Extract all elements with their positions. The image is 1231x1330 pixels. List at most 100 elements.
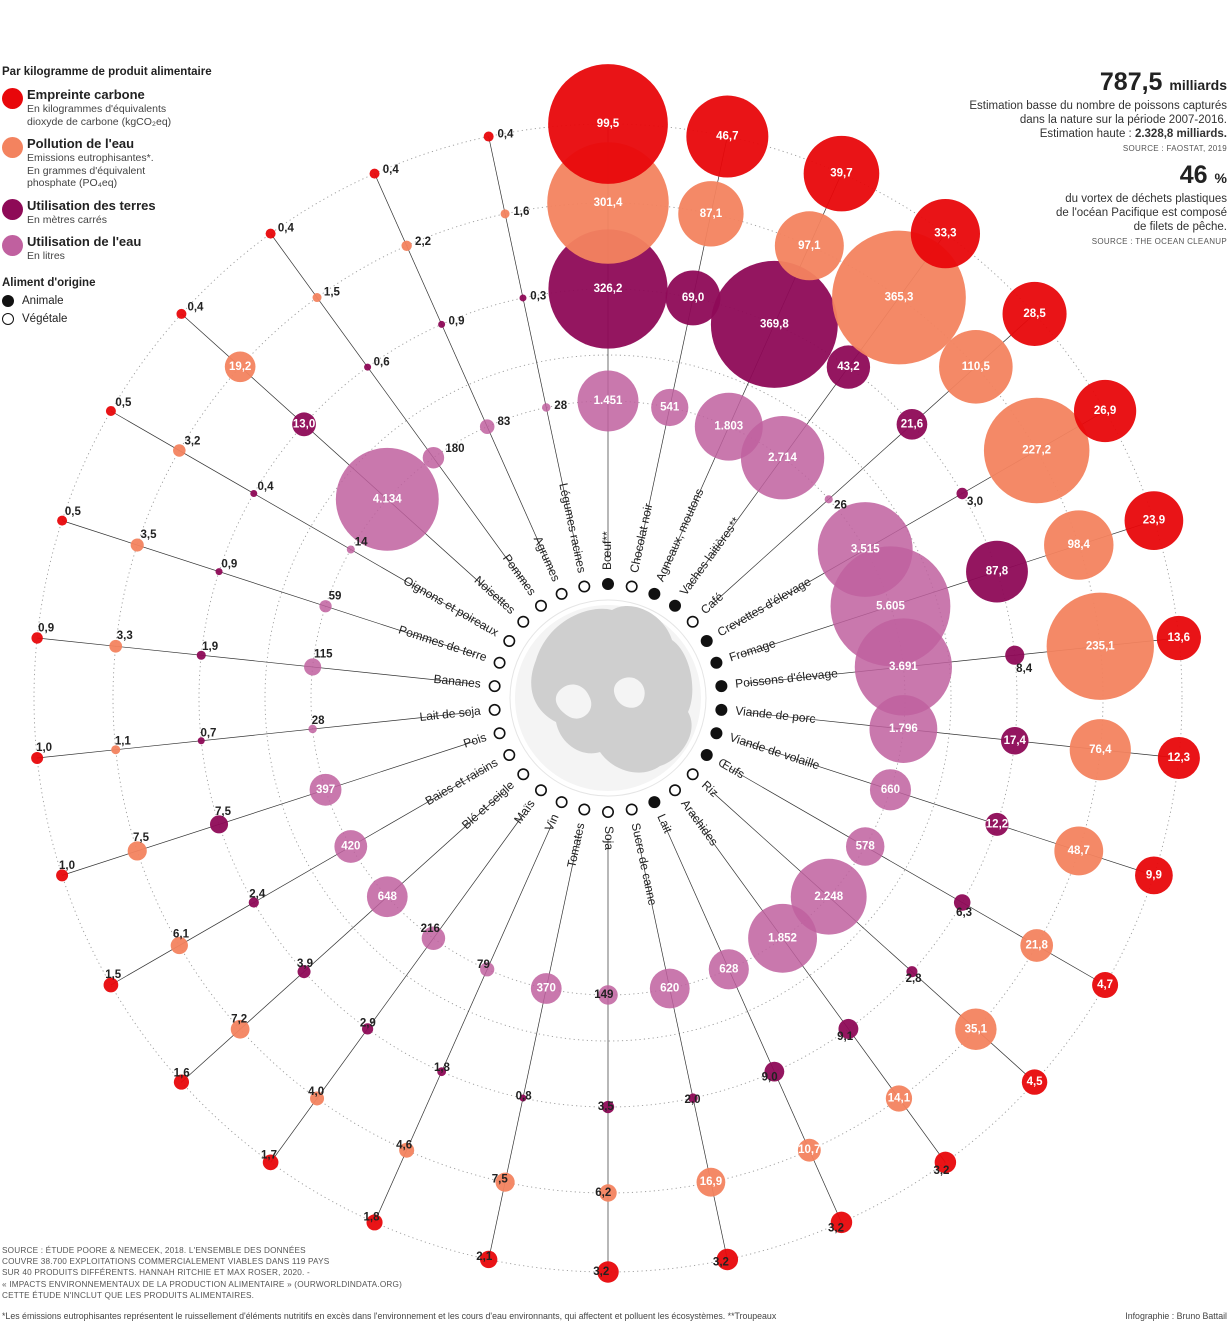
water-pollution-value-label: 4,0 — [308, 1086, 324, 1098]
legend-item-water-use: Utilisation de l'eau En litres — [2, 234, 232, 263]
water-pollution-bubble — [599, 1184, 617, 1202]
animal-origin-marker — [700, 635, 713, 647]
carbon-value-label: 1,5 — [105, 969, 122, 981]
land-value-label: 0,8 — [516, 1091, 533, 1103]
land-swatch — [2, 198, 23, 220]
carbon-bubble — [830, 1211, 853, 1234]
source-line3: SUR 40 PRODUITS DIFFÉRENTS. HANNAH RITCH… — [2, 1268, 310, 1278]
water-pollution-bubble — [312, 293, 322, 303]
land-bubble — [548, 229, 668, 349]
carbon-bubble — [31, 632, 43, 644]
water-use-bubble — [421, 926, 446, 951]
land-value-label: 3,0 — [967, 496, 983, 508]
vegetal-origin-marker — [503, 748, 516, 761]
land-bubble — [209, 815, 229, 834]
land-value-label: 369,8 — [760, 318, 789, 330]
water-use-bubble — [869, 695, 938, 763]
water-use-bubble — [854, 618, 952, 716]
carbon-value-label: 1,8 — [364, 1212, 381, 1224]
land-value-label: 3,5 — [598, 1101, 615, 1113]
water-pollution-value-label: 7,2 — [231, 1013, 247, 1025]
product-label: Arachides — [678, 797, 721, 848]
carbon-value-label: 1,0 — [59, 860, 75, 872]
water-pollution-value-label: 35,1 — [965, 1023, 988, 1035]
water-use-value-label: 216 — [421, 923, 440, 935]
carbon-value-label: 23,9 — [1143, 515, 1165, 527]
carbon-value-label: 4,7 — [1097, 979, 1113, 991]
carbon-value-label: 9,9 — [1146, 869, 1162, 881]
land-value-label: 2,0 — [685, 1094, 701, 1106]
carbon-value-label: 0,4 — [187, 301, 204, 313]
product-spoke — [374, 173, 552, 571]
origin-vegetal: Végétale — [2, 312, 232, 325]
water-use-bubble — [740, 416, 825, 500]
fish-count-source: SOURCE : FAOSTAT, 2019 — [1122, 144, 1227, 153]
land-bubble — [966, 540, 1028, 603]
water-use-bubble — [708, 949, 749, 990]
water-use-bubble — [304, 658, 322, 676]
legend-carbon-title: Empreinte carbone — [27, 87, 145, 102]
water-use-value-label: 26 — [834, 499, 847, 511]
carbon-bubble — [176, 308, 187, 319]
carbon-bubble — [686, 95, 769, 178]
land-bubble — [438, 320, 446, 328]
carbon-value-label: 0,5 — [115, 397, 132, 409]
water-use-bubble — [530, 973, 562, 1004]
water-use-value-label: 28 — [554, 400, 567, 412]
source-line2: COUVRE 38.700 EXPLOITATIONS COMMERCIALEM… — [2, 1257, 330, 1267]
water-pollution-value-label: 48,7 — [1068, 845, 1090, 857]
water-use-value-label: 648 — [378, 891, 398, 903]
water-pollution-bubble — [678, 181, 744, 247]
legend-heading: Par kilogramme de produit alimentaire — [2, 66, 212, 78]
water-pollution-value-label: 76,4 — [1089, 744, 1112, 756]
carbon-bubble — [1073, 379, 1137, 443]
land-value-label: 17,4 — [1004, 735, 1027, 747]
water-pollution-value-label: 19,2 — [229, 361, 251, 373]
product-label: Sucre de canne — [629, 822, 660, 907]
carbon-bubble — [103, 977, 119, 993]
carbon-value-label: 1,7 — [261, 1149, 277, 1161]
legend-land-title: Utilisation des terres — [27, 197, 156, 213]
land-bubble — [292, 412, 316, 437]
land-bubble — [364, 363, 372, 371]
land-bubble — [953, 894, 971, 911]
fish-count-line3: Estimation haute : 2.328,8 milliards. — [927, 127, 1227, 141]
product-label: Bananes — [433, 672, 482, 691]
legend-carbon-sub2: dioxyde de carbone (kgCO₂eq) — [27, 115, 172, 128]
water-pollution-bubble — [1054, 826, 1104, 876]
land-value-label: 0,3 — [530, 290, 546, 302]
land-bubble — [826, 345, 871, 389]
land-bubble — [215, 568, 223, 576]
fish-count-figure: 787,5 milliards — [927, 68, 1227, 99]
carbon-bubble — [31, 751, 44, 764]
water-use-bubble — [422, 446, 445, 469]
carbon-value-label: 13,6 — [1168, 632, 1190, 644]
legend-carbon-sub1: En kilogrammes d'équivalents — [27, 103, 167, 115]
water-pollution-value-label: 16,9 — [700, 1176, 722, 1188]
vegetal-origin-marker — [625, 580, 638, 593]
water-use-bubble — [869, 769, 912, 811]
land-value-label: 2,8 — [906, 973, 923, 985]
water-pollution-value-label: 2,2 — [415, 236, 431, 248]
water-pollution-bubble — [109, 639, 123, 653]
guide-ring — [33, 123, 1183, 1273]
water-pollution-value-label: 1,6 — [513, 206, 529, 218]
land-value-label: 6,3 — [956, 907, 972, 919]
legend-land-sub1: En mètres carrés — [27, 213, 107, 226]
land-bubble — [1005, 645, 1025, 665]
vegetal-origin-marker — [669, 784, 682, 797]
fish-count-unit: milliards — [1169, 77, 1227, 93]
land-bubble — [956, 487, 968, 500]
legend-water-pollution-sub3: phosphate (PO₄eq) — [27, 177, 118, 189]
animal-origin-marker — [648, 796, 661, 809]
carbon-value-label: 1,0 — [36, 742, 52, 754]
credit: Infographie : Bruno Battail — [1125, 1311, 1227, 1321]
water-pollution-value-label: 3,5 — [140, 529, 157, 541]
product-label: Bœuf** — [600, 531, 614, 570]
land-value-label: 43,2 — [837, 361, 859, 373]
land-value-label: 1,9 — [202, 641, 218, 653]
nets-share-line2: de l'océan Pacifique est composé — [1056, 207, 1227, 219]
source-line1: SOURCE : ÉTUDE POORE & NEMECEK, 2018. L'… — [2, 1246, 306, 1255]
water-pollution-bubble — [1020, 929, 1054, 962]
